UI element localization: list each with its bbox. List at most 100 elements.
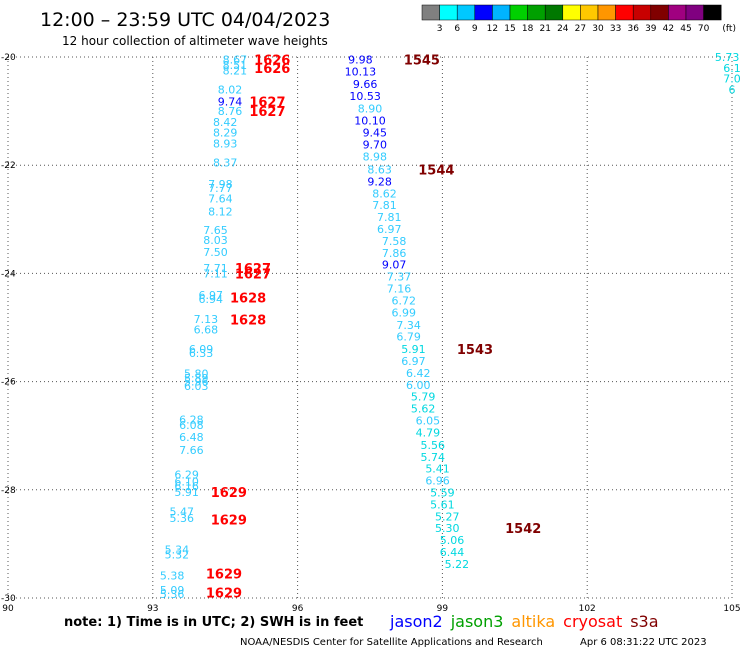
swh-value-label: 5.22 [445, 558, 470, 571]
swh-value-label: 9.07 [382, 259, 407, 272]
swh-value-label: 6.1 [723, 62, 740, 75]
colorbar-tick-label: 6 [454, 24, 460, 34]
pass-time-label: 1627 [249, 95, 285, 110]
swh-value-label: 7.77 [208, 182, 233, 195]
swh-value-label: 5.96 [184, 376, 209, 389]
swh-value-label: 10.13 [345, 66, 377, 79]
colorbar-swatch [456, 4, 476, 21]
pass-time-label: 1629 [211, 486, 247, 501]
colorbar-swatch [421, 4, 440, 21]
swh-value-label: 8.93 [213, 138, 238, 151]
swh-value-label: 6.94 [198, 293, 223, 306]
swh-value-label: 8.29 [213, 127, 238, 140]
swh-value-label: 9.74 [218, 95, 243, 108]
swh-value-label: 5.62 [411, 403, 436, 416]
swh-value-label: 7.81 [377, 211, 402, 224]
pass-time-label: 1627 [249, 105, 285, 120]
colorbar-tick-label: 3 [437, 24, 443, 34]
swh-value-label: 5.36 [160, 588, 185, 601]
x-tick-label: 96 [292, 604, 304, 614]
swh-value-label: 5.74 [420, 451, 445, 464]
swh-value-label: 7.71 [203, 262, 228, 275]
swh-value-label: 6.42 [406, 367, 431, 380]
swh-value-label: 6.97 [401, 355, 426, 368]
swh-value-label: 8.42 [213, 116, 238, 129]
colorbar-swatch [439, 4, 458, 21]
swh-value-label: 6.29 [174, 469, 199, 482]
swh-value-label: 5.36 [170, 512, 195, 525]
swh-value-label: 5.91 [174, 486, 199, 499]
swh-value-label: 8.02 [218, 83, 243, 96]
grid-lines [7, 56, 733, 599]
colorbar-swatch [632, 4, 652, 21]
colorbar-tick-label: 42 [663, 24, 674, 34]
colorbar-swatch [650, 4, 669, 21]
swh-value-label: 5.27 [435, 510, 460, 523]
swh-value-label: 8.37 [213, 156, 238, 169]
swh-value-label: 7.11 [203, 267, 228, 280]
swh-value-label: 8.51 [223, 59, 248, 72]
pass-time-labels: 1626162616271627162716271628162816291629… [206, 54, 541, 602]
swh-value-label: 5.79 [411, 391, 436, 404]
swh-value-label: 8.76 [218, 105, 243, 118]
swh-value-label: 5.34 [165, 543, 190, 556]
swh-labels: 8.678.518.21 8.029.748.768.428.298.93 8.37… [160, 51, 740, 601]
mission-legend-label: cryosat [563, 612, 622, 631]
credit-line: NOAA/NESDIS Center for Satellite Applica… [240, 637, 543, 648]
colorbar-tick-label: 45 [680, 24, 691, 34]
pass-time-label: 1627 [235, 262, 271, 277]
swh-value-label: 7.65 [203, 224, 228, 237]
swh-value-label: 5.09 [160, 584, 185, 597]
x-tick-label: 93 [147, 604, 158, 614]
colorbar-tick-label: 18 [522, 24, 534, 34]
swh-value-label: 5.59 [430, 487, 455, 500]
chart-title: 12:00 – 23:59 UTC 04/04/2023 [40, 9, 330, 31]
colorbar-tick-label: 27 [575, 24, 586, 34]
swh-value-label: 7.86 [382, 247, 407, 260]
colorbar-unit-label: (ft) [722, 24, 736, 34]
pass-time-label: 1545 [404, 54, 440, 69]
colorbar-tick-label: 15 [504, 24, 515, 34]
swh-value-label: 6.16 [174, 480, 199, 493]
swh-value-label: 6 [729, 83, 736, 96]
x-tick-labels: 90 93 96 99 102 105 [2, 604, 740, 614]
swh-value-label: 7.16 [387, 283, 412, 296]
pass-time-label: 1544 [418, 164, 454, 179]
y-tick-label: -24 [1, 269, 16, 279]
swh-value-label: 6.96 [425, 475, 450, 488]
swh-value-label: 6.05 [416, 415, 441, 428]
swh-value-label: 7.50 [203, 246, 228, 259]
swh-value-label: 6.10 [174, 476, 199, 489]
swh-value-label: 6.72 [392, 294, 417, 307]
swh-value-label: 5.89 [184, 372, 209, 385]
swh-value-label: 9.28 [367, 175, 392, 188]
x-tick-label: 102 [579, 604, 596, 614]
color-scale-legend: 3 6 9 12 15 18 21 24 27 30 33 36 39 42 45 70 (ft) [421, 4, 736, 34]
y-tick-label: -28 [1, 486, 16, 496]
swh-value-label: 7.66 [179, 444, 204, 457]
swh-value-label: 9.98 [348, 54, 373, 67]
colorbar-swatch [492, 4, 511, 21]
swh-value-label: 6.09 [189, 343, 214, 356]
colorbar-swatch [544, 4, 564, 21]
y-tick-label: -22 [1, 161, 16, 171]
pass-time-label: 1626 [254, 62, 290, 77]
swh-value-label: 6.00 [406, 379, 431, 392]
swh-value-label: 7.98 [208, 178, 233, 191]
swh-value-label: 8.63 [367, 164, 392, 177]
swh-value-label: 10.53 [349, 90, 381, 103]
colorbar-tick-label: 39 [645, 24, 657, 34]
swh-value-label: 5.61 [430, 498, 455, 511]
swh-value-label: 6.99 [392, 306, 417, 319]
colorbar-tick-label: 36 [627, 24, 639, 34]
colorbar-swatch [685, 4, 704, 21]
colorbar-swatch [474, 4, 493, 21]
swh-value-label: 8.03 [203, 234, 228, 247]
swh-value-label: 7.58 [382, 235, 407, 248]
swh-value-label: 10.10 [354, 114, 386, 127]
swh-value-label: 6.79 [396, 331, 421, 344]
colorbar-tick-label: 24 [557, 24, 569, 34]
colorbar-tick-label: 21 [539, 24, 550, 34]
swh-value-label: 9.45 [363, 127, 388, 140]
swh-value-label: 5.06 [440, 534, 465, 547]
